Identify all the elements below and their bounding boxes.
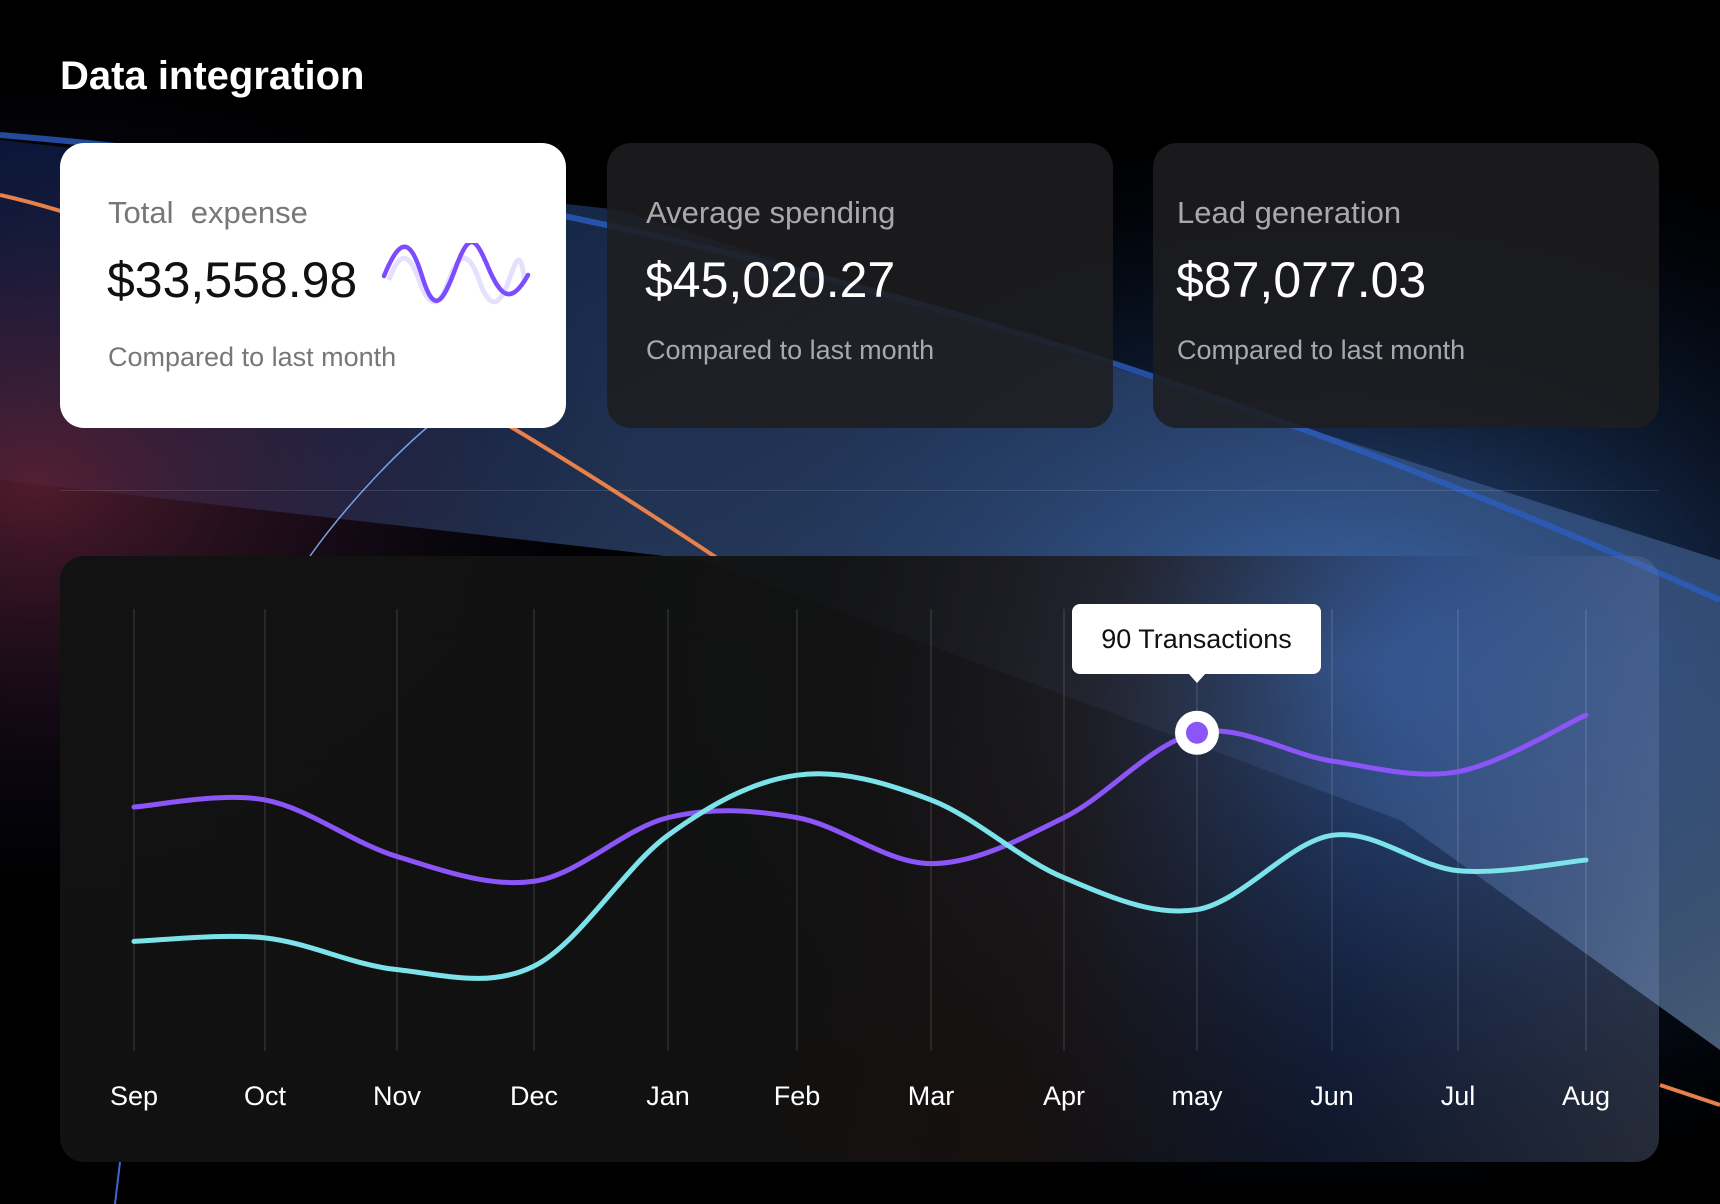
card-value: $45,020.27 — [645, 252, 896, 308]
card-label: Average spending — [646, 195, 896, 230]
x-tick-label: Dec — [510, 1081, 558, 1111]
series-line-1 — [131, 712, 1589, 886]
card-label: Lead generation — [1177, 195, 1402, 230]
average-spending-card[interactable]: Average spending $45,020.27 Compared to … — [607, 143, 1113, 428]
page-title: Data integration — [60, 54, 365, 98]
x-tick-label: Sep — [110, 1081, 158, 1111]
highlight-point[interactable] — [1186, 721, 1208, 744]
x-tick-label: Oct — [244, 1081, 287, 1111]
series-line-2 — [131, 771, 1589, 981]
total-expense-card[interactable]: Total expense $33,558.98 Compared to las… — [60, 143, 566, 428]
x-tick-label: Jun — [1310, 1081, 1354, 1111]
x-tick-label: Jan — [646, 1081, 690, 1111]
x-tick-label: Mar — [908, 1081, 955, 1111]
card-value: $87,077.03 — [1176, 252, 1427, 308]
lead-generation-card[interactable]: Lead generation $87,077.03 Compared to l… — [1153, 143, 1659, 428]
x-tick-label: Jul — [1441, 1081, 1476, 1111]
card-compare-text: Compared to last month — [1177, 335, 1466, 365]
divider — [60, 490, 1659, 491]
chart-tooltip: 90 Transactions — [1072, 604, 1321, 683]
x-tick-label: Nov — [373, 1081, 422, 1111]
sparkline-wave-icon — [381, 243, 531, 304]
x-tick-label: Aug — [1562, 1081, 1610, 1111]
card-label: Total expense — [108, 195, 308, 230]
x-tick-label: Apr — [1043, 1081, 1085, 1111]
card-compare-text: Compared to last month — [646, 335, 935, 365]
card-value: $33,558.98 — [107, 252, 358, 308]
chart-panel — [60, 556, 1659, 1162]
card-compare-text: Compared to last month — [108, 342, 397, 372]
x-tick-label: may — [1171, 1081, 1223, 1111]
x-tick-label: Feb — [774, 1081, 821, 1111]
